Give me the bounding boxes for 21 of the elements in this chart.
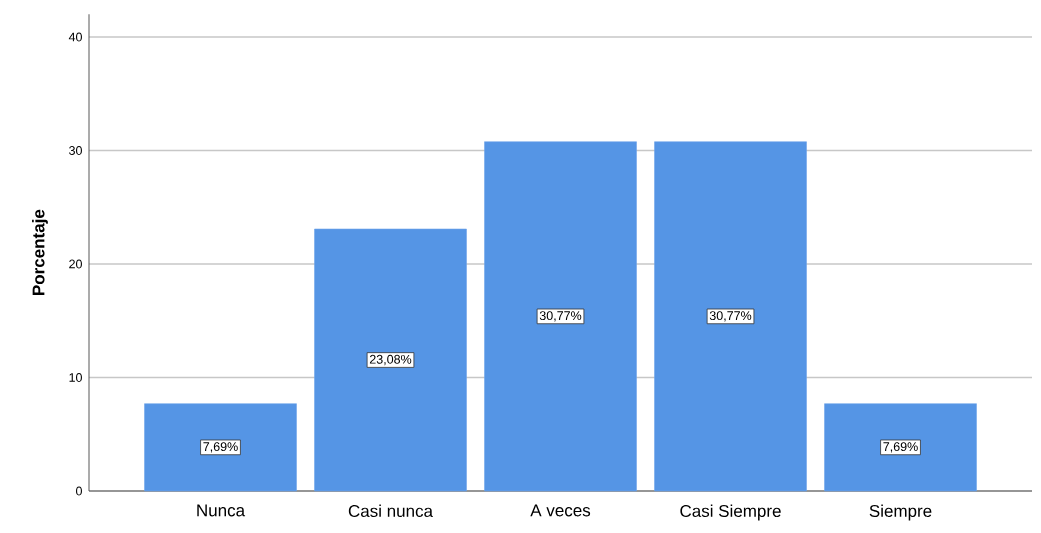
y-tick-label: 10 [69, 373, 82, 382]
x-tick-label: Casi nunca [348, 504, 433, 518]
y-tick-label: 20 [69, 259, 82, 269]
bar [824, 403, 977, 492]
bar [484, 141, 637, 492]
bar [654, 141, 807, 492]
data-label: 7,69% [203, 442, 238, 453]
x-tick-label: Casi Siempre [680, 504, 781, 521]
data-label: 30,77% [539, 311, 582, 322]
bar [144, 403, 297, 492]
data-label: 23,08% [369, 354, 412, 366]
bar [314, 228, 467, 492]
x-tick-label: A veces [530, 504, 591, 517]
y-tick-label: 0 [76, 486, 82, 496]
data-label: 7,69% [883, 442, 918, 453]
data-label: 30,77% [709, 311, 752, 322]
x-tick-label: Siempre [869, 504, 932, 521]
x-tick-label: Nunca [197, 504, 246, 517]
y-tick-label: 30 [69, 146, 82, 155]
y-tick-label: 40 [68, 32, 82, 42]
y-axis-title: Porcentaje [32, 209, 48, 295]
